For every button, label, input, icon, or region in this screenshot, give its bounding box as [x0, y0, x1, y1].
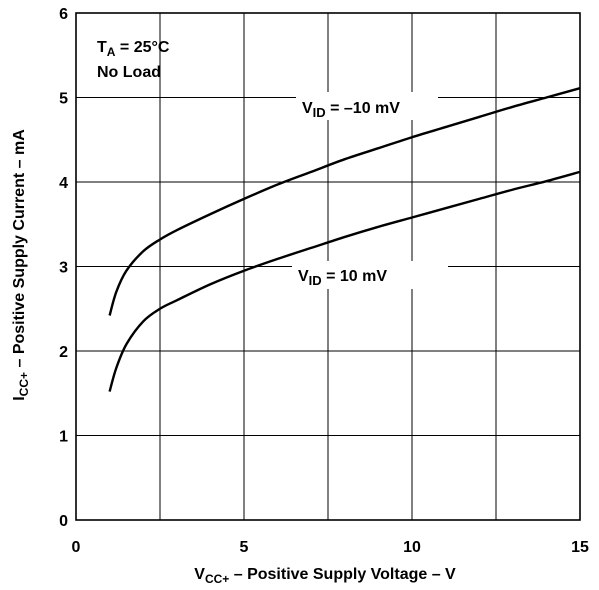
series-label-vid-neg10: VID = –10 mV: [302, 100, 400, 120]
y-tick-label: 6: [59, 6, 68, 23]
y-axis-label: ICC+ – Positive Supply Current – mA: [11, 129, 31, 401]
condition-load: No Load: [97, 64, 161, 81]
y-tick-label: 4: [59, 175, 68, 192]
series-label-background: [292, 261, 448, 289]
y-tick-label: 0: [59, 513, 68, 530]
series-label-vid-10: VID = 10 mV: [298, 268, 387, 288]
x-tick-label: 10: [403, 539, 421, 556]
x-tick-label: 5: [240, 539, 249, 556]
y-tick-label: 2: [59, 344, 68, 361]
series-label-background: [296, 92, 438, 120]
plot-frame: [75, 12, 581, 521]
tick-labels: 0 5 10 15 0 1 2 3 4 5 6: [59, 6, 589, 556]
x-tick-label: 15: [571, 539, 589, 556]
condition-temperature: TA = 25°C: [97, 39, 170, 59]
series-line-vid-neg10: [108, 87, 581, 316]
series-curves: [108, 87, 581, 392]
y-tick-label: 5: [59, 91, 68, 108]
x-tick-label: 0: [72, 539, 81, 556]
y-tick-label: 3: [59, 260, 68, 277]
x-axis-label: VCC+ – Positive Supply Voltage – V: [194, 566, 456, 585]
series-line-vid-10: [108, 170, 581, 392]
y-tick-label: 1: [59, 429, 68, 446]
